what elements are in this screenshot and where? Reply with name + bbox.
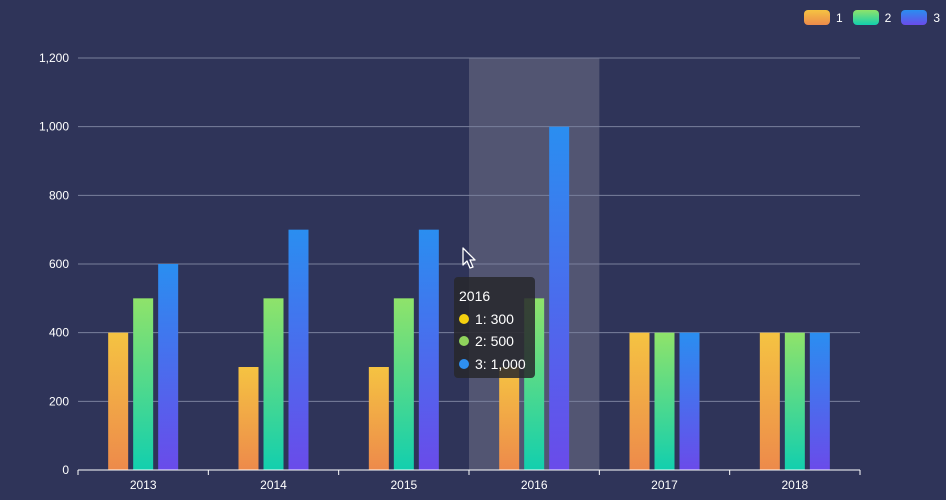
tooltip: 2016 1: 300 2: 500 3: 1,000 xyxy=(454,277,535,378)
y-tick-label: 600 xyxy=(49,257,69,271)
legend-item-2[interactable]: 2 xyxy=(852,10,892,25)
x-tick-label: 2017 xyxy=(651,478,678,492)
tooltip-label-2: 2: 500 xyxy=(475,333,514,349)
tooltip-row-3: 3: 1,000 xyxy=(459,353,530,376)
tooltip-title: 2016 xyxy=(459,288,491,304)
bar-series-1-2014 xyxy=(238,367,259,470)
bar-series-3-2018 xyxy=(809,332,830,470)
tooltip-label-3: 3: 1,000 xyxy=(475,355,526,372)
legend-swatch-2 xyxy=(852,10,879,25)
bar-series-2-2018 xyxy=(784,332,805,470)
tooltip-row-2: 2: 500 xyxy=(459,330,530,353)
y-tick-label: 200 xyxy=(49,394,69,408)
legend: 1 2 3 xyxy=(803,10,940,25)
bar-series-1-2016 xyxy=(499,367,520,470)
tooltip-label-1: 1: 300 xyxy=(475,310,514,327)
bar-series-2-2013 xyxy=(133,298,154,470)
y-tick-label: 0 xyxy=(62,463,69,477)
x-tick-label: 2018 xyxy=(781,478,808,492)
bar-series-1-2018 xyxy=(759,332,780,470)
legend-label-1: 1 xyxy=(835,10,843,25)
bar-series-1-2015 xyxy=(368,367,389,470)
bar-series-3-2014 xyxy=(288,229,309,470)
legend-item-1[interactable]: 1 xyxy=(803,10,843,25)
legend-swatch-3 xyxy=(901,10,928,25)
bar-series-2-2017 xyxy=(654,332,675,470)
tooltip-dot-1 xyxy=(459,313,469,324)
bar-series-2-2015 xyxy=(393,298,414,470)
bar-series-3-2015 xyxy=(418,229,439,470)
legend-label-2: 2 xyxy=(884,10,892,25)
x-tick-label: 2015 xyxy=(390,478,417,492)
tooltip-dot-2 xyxy=(459,336,469,347)
x-tick-label: 2013 xyxy=(130,478,157,492)
legend-swatch-1 xyxy=(803,10,830,25)
mouse-cursor-icon xyxy=(462,247,476,269)
y-tick-label: 400 xyxy=(49,326,69,340)
x-tick-label: 2014 xyxy=(260,478,287,492)
bar-series-1-2013 xyxy=(108,332,129,470)
x-tick-label: 2016 xyxy=(521,478,548,492)
y-tick-label: 1,000 xyxy=(39,120,69,134)
bar-series-3-2017 xyxy=(679,332,700,470)
bar-series-1-2017 xyxy=(629,332,650,470)
y-tick-label: 1,200 xyxy=(39,51,69,65)
tooltip-row-1: 1: 300 xyxy=(459,308,530,331)
bar-series-2-2014 xyxy=(263,298,284,470)
tooltip-dot-3 xyxy=(459,358,469,369)
legend-label-3: 3 xyxy=(933,10,940,25)
y-tick-label: 800 xyxy=(49,188,69,202)
bar-series-3-2013 xyxy=(158,264,179,470)
bar-series-3-2016 xyxy=(549,126,570,471)
legend-item-3[interactable]: 3 xyxy=(901,10,940,25)
